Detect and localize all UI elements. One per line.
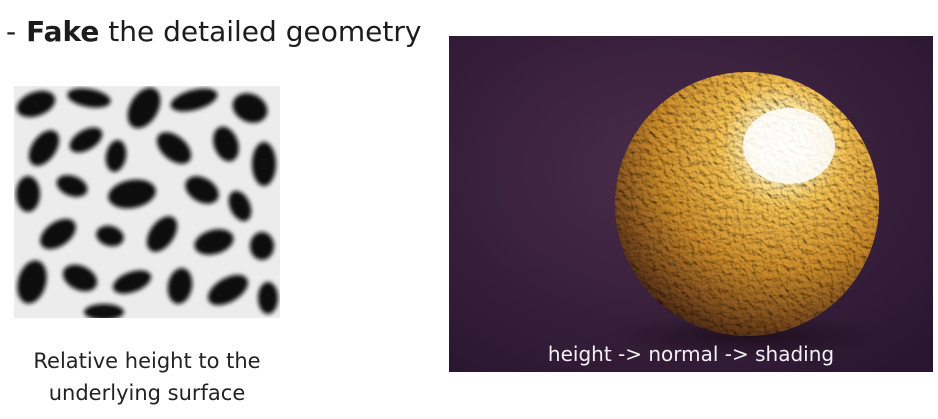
- height-map-caption: Relative height to the underlying surfac…: [14, 345, 280, 409]
- height-map-caption-line2: underlying surface: [48, 381, 246, 405]
- bullet-dash: -: [6, 15, 17, 48]
- heading-rest: the detailed geometry: [99, 15, 422, 48]
- heading-bold-word: Fake: [26, 15, 100, 48]
- bump-mapped-sphere-image: [449, 36, 933, 372]
- height-map-caption-line1: Relative height to the: [33, 349, 261, 373]
- sphere-caption: height -> normal -> shading: [547, 342, 835, 366]
- height-map-image: [14, 86, 280, 318]
- slide-heading: - Fake the detailed geometry: [6, 12, 421, 52]
